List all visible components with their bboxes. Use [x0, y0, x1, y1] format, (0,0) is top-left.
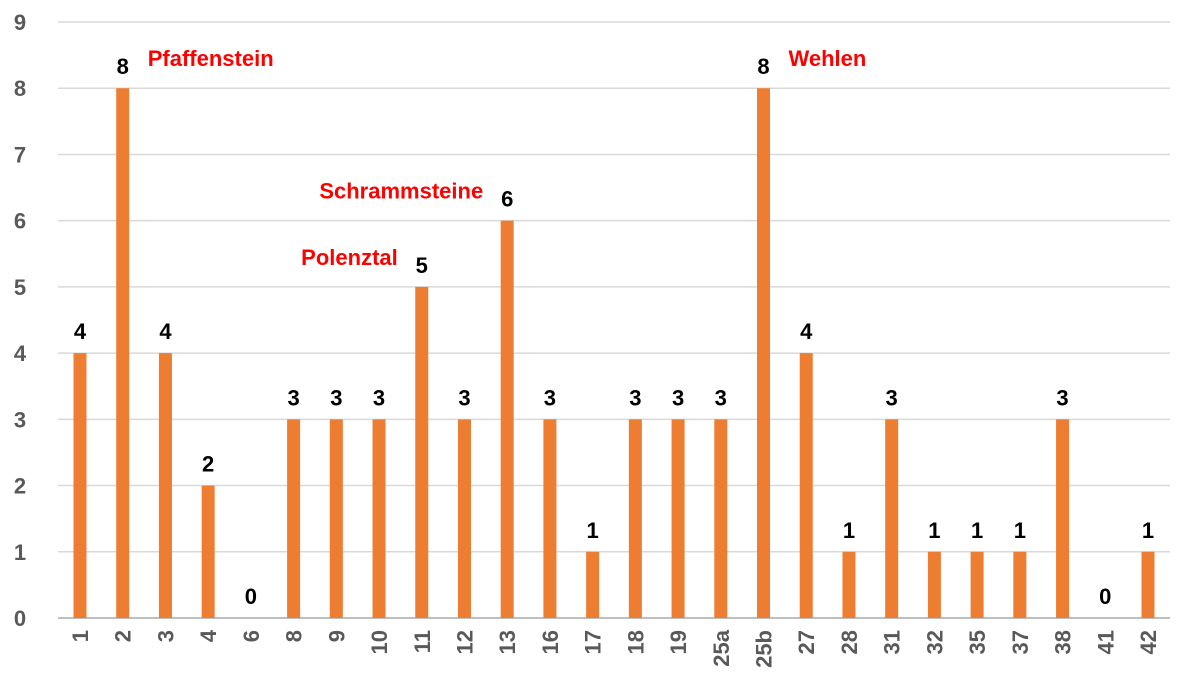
data-label: 0: [1099, 584, 1111, 609]
data-label: 8: [117, 54, 129, 79]
x-tick-label: 19: [666, 630, 691, 654]
y-tick-label: 0: [14, 606, 26, 631]
x-tick-label: 42: [1136, 630, 1161, 654]
data-label: 1: [587, 518, 599, 543]
bar: [372, 419, 386, 618]
data-label: 3: [544, 385, 556, 410]
annotation-label: Polenztal: [301, 245, 398, 270]
data-label: 1: [843, 518, 855, 543]
y-tick-label: 2: [14, 474, 26, 499]
bar: [1056, 419, 1070, 618]
y-tick-label: 1: [14, 540, 26, 565]
data-label: 3: [629, 385, 641, 410]
data-label: 8: [757, 54, 769, 79]
bar: [714, 419, 728, 618]
bar: [116, 88, 130, 618]
x-tick-label: 25a: [709, 629, 734, 666]
data-label: 4: [159, 319, 172, 344]
data-label: 3: [672, 385, 684, 410]
bar: [970, 551, 984, 618]
data-label: 3: [1056, 385, 1068, 410]
x-tick-label: 4: [196, 629, 221, 642]
y-tick-label: 7: [14, 142, 26, 167]
bar: [757, 88, 771, 618]
data-label: 6: [501, 187, 513, 212]
data-label: 1: [1014, 518, 1026, 543]
y-tick-label: 9: [14, 10, 26, 35]
annotation-label: Pfaffenstein: [148, 46, 274, 71]
bar: [628, 419, 642, 618]
x-tick-label: 31: [880, 630, 905, 654]
x-tick-label: 3: [153, 630, 178, 642]
data-label: 4: [800, 319, 813, 344]
bar: [201, 485, 215, 618]
data-label: 1: [971, 518, 983, 543]
data-label: 3: [458, 385, 470, 410]
data-label: 3: [886, 385, 898, 410]
x-tick-label: 9: [324, 630, 349, 642]
x-tick-label: 32: [922, 630, 947, 654]
x-tick-label: 11: [410, 630, 435, 653]
x-tick-label: 18: [623, 630, 648, 654]
data-label: 3: [330, 385, 342, 410]
y-tick-label: 6: [14, 209, 26, 234]
x-tick-label: 16: [538, 630, 563, 654]
annotation-label: Schrammsteine: [319, 179, 483, 204]
data-label: 4: [74, 319, 87, 344]
bar: [586, 551, 600, 618]
x-tick-label: 35: [965, 630, 990, 654]
x-tick-label: 28: [837, 630, 862, 654]
x-tick-label: 10: [367, 630, 392, 654]
y-tick-label: 3: [14, 407, 26, 432]
bar: [799, 353, 813, 618]
bar: [927, 551, 941, 618]
x-tick-label: 12: [452, 630, 477, 654]
data-label: 3: [287, 385, 299, 410]
y-tick-label: 5: [14, 275, 26, 300]
x-tick-label: 38: [1051, 630, 1076, 654]
x-tick-label: 41: [1093, 630, 1118, 654]
data-label: 3: [373, 385, 385, 410]
data-label: 3: [715, 385, 727, 410]
bar: [842, 551, 856, 618]
x-tick-label: 37: [1008, 630, 1033, 654]
data-label: 5: [416, 253, 428, 278]
data-label: 1: [928, 518, 940, 543]
bar: [158, 353, 172, 618]
x-tick-label: 17: [581, 630, 606, 654]
bar: [73, 353, 87, 618]
bar: [415, 286, 429, 618]
bar: [543, 419, 557, 618]
y-tick-label: 8: [14, 76, 26, 101]
bar: [457, 419, 471, 618]
x-tick-label: 13: [495, 630, 520, 654]
bar: [671, 419, 685, 618]
data-label: 1: [1142, 518, 1154, 543]
bar: [885, 419, 899, 618]
bar: [1141, 551, 1155, 618]
x-tick-label: 2: [111, 630, 136, 642]
data-label: 0: [245, 584, 257, 609]
x-tick-label: 8: [282, 630, 307, 642]
data-label: 2: [202, 452, 214, 477]
annotation-label: Wehlen: [789, 46, 867, 71]
x-tick-label: 27: [794, 630, 819, 654]
bar: [500, 220, 514, 618]
bar: [287, 419, 301, 618]
x-tick-label: 6: [239, 630, 264, 642]
y-tick-label: 4: [14, 341, 27, 366]
x-tick-label: 1: [68, 630, 93, 642]
x-tick-label: 25b: [752, 630, 777, 668]
bar: [329, 419, 343, 618]
bar: [1013, 551, 1027, 618]
